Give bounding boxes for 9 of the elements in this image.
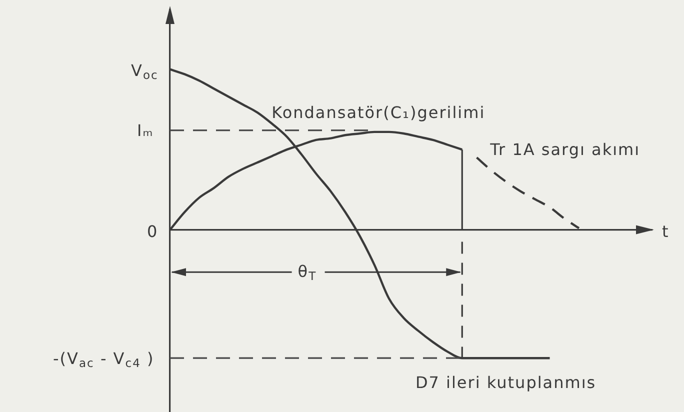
ref-line-label: -(V$_{ac}$ - V$_{c4}$ ) xyxy=(53,349,154,370)
text: V$_{oc}$ xyxy=(131,61,158,82)
annotation: θ$_{T}$ xyxy=(298,262,317,283)
series-label: Tr 1A sargı akımı xyxy=(490,140,640,159)
series-label: Kondansatör(C₁)gerilimi xyxy=(272,102,486,122)
text: 0 xyxy=(147,222,158,241)
annotation: D7 ileri kutuplanmıs xyxy=(415,373,596,392)
ref-line-label: Iₘ xyxy=(137,121,154,140)
x-axis-title: t xyxy=(662,222,670,241)
